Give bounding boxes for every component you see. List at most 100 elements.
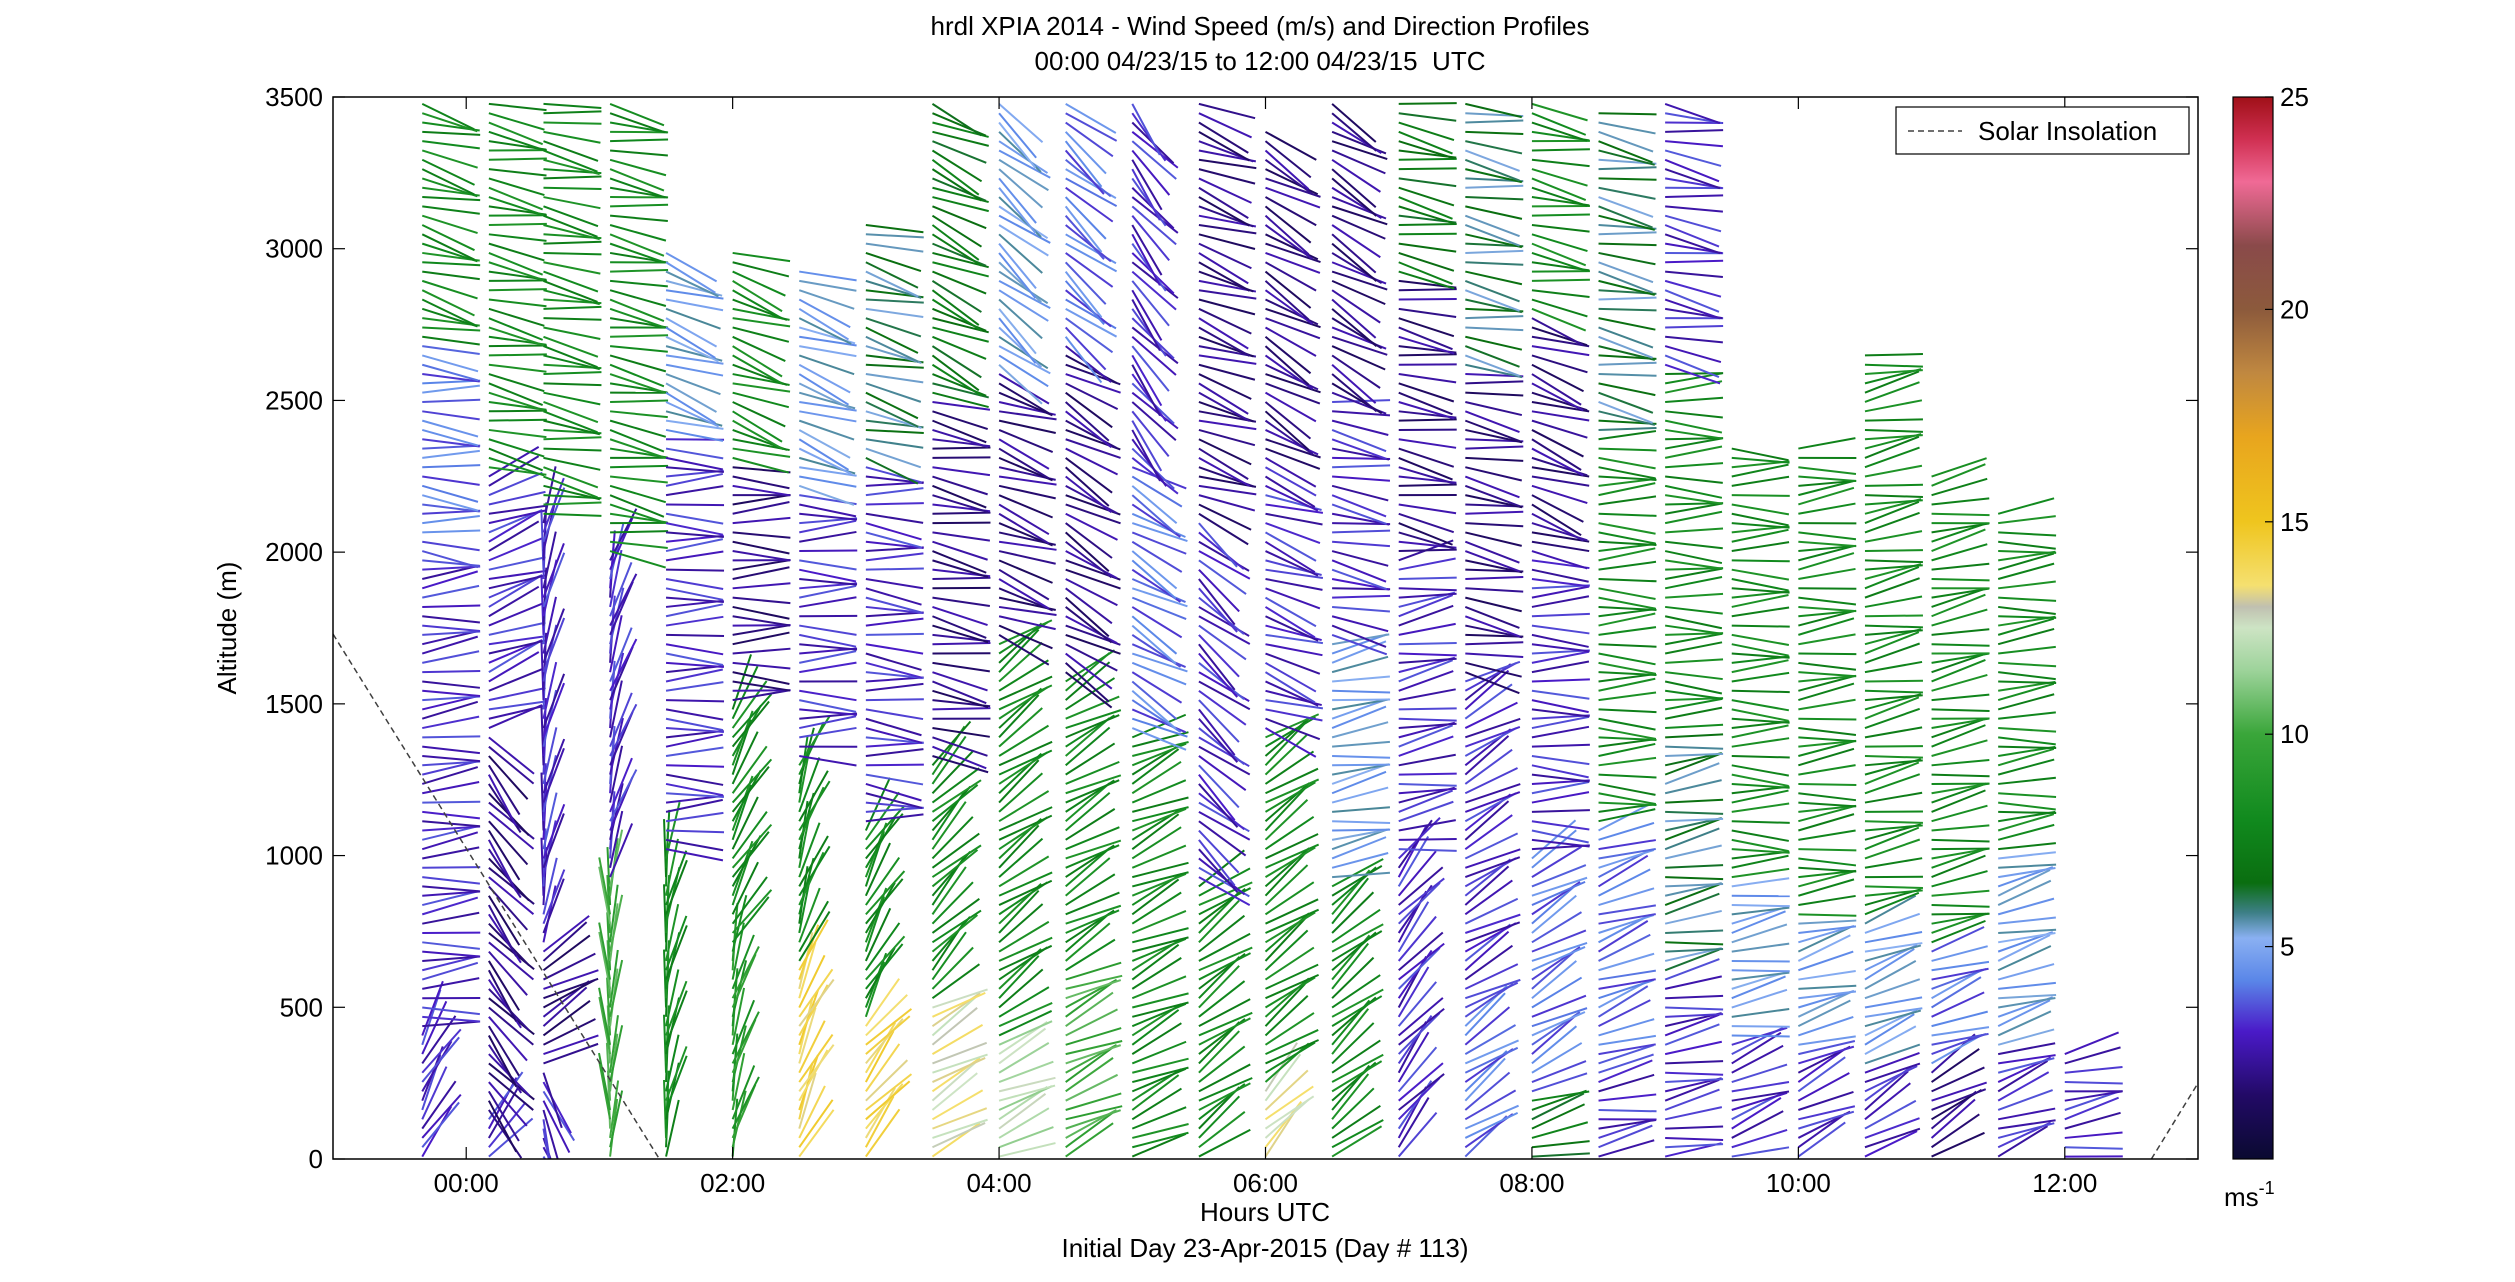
wind-vector [488,252,544,276]
wind-vector [864,817,896,869]
wind-vector [998,512,1050,545]
wind-vector [1198,317,1249,350]
wind-vector [487,774,517,827]
wind-vector [1065,974,1123,990]
wind-vector [1598,854,1649,888]
wind-vector [665,652,724,666]
wind-vector [1265,233,1319,261]
wind-vector [665,298,724,312]
wind-vector [1131,270,1177,311]
wind-vector [1531,317,1584,347]
wind-vector [998,484,1056,500]
wind-vector [1531,335,1590,348]
wind-vector [998,1041,1050,1074]
wind-vector [1998,928,2057,934]
wind-vector [610,269,669,273]
wind-vector [1598,801,1657,807]
wind-vector [422,515,480,525]
wind-vector [1065,717,1111,757]
wind-vector [542,617,566,673]
wind-vector [1465,184,1524,189]
wind-vector [1131,140,1177,180]
wind-vector [542,1081,572,1134]
wind-vector [1465,576,1524,580]
wind-vector [609,680,623,738]
wind-vector [1665,1136,1724,1141]
wind-vector [865,587,922,606]
wind-vector [1331,158,1381,193]
wind-vector [1531,475,1590,487]
wind-vector [665,401,720,428]
wind-vector [1864,694,1923,702]
wind-vector [998,494,1053,519]
wind-vector [1131,624,1177,665]
wind-vector [932,130,989,147]
wind-vector [1731,659,1789,674]
wind-vector [932,1122,986,1149]
wind-vector [609,373,666,394]
wind-vector [1331,633,1388,656]
wind-vector [1131,727,1187,751]
wind-vector [488,471,543,497]
wind-vector [1664,641,1723,655]
colorbar-tick-label: 10 [2280,719,2309,749]
wind-vector [488,950,528,996]
wind-vector [1397,966,1430,1018]
solar-insolation-segment [2150,1082,2198,1159]
wind-vector [1797,1056,1846,1093]
wind-vector [488,755,529,800]
wind-vector [1198,233,1256,250]
wind-vector [1131,177,1167,227]
wind-vector [1131,494,1177,535]
wind-vector [543,456,601,471]
wind-vector [1464,419,1520,442]
wind-vector [1198,484,1257,496]
wind-vector [732,410,783,443]
wind-vector [422,410,480,421]
wind-vector [1331,1104,1381,1139]
wind-vector [732,251,791,263]
wind-vector [1598,1093,1657,1102]
wind-vector [998,1002,1053,1028]
wind-vector [932,270,987,295]
wind-vector [1931,628,1990,636]
wind-vector [1665,194,1724,199]
wind-vector [1665,752,1724,757]
wind-vector [488,353,547,357]
wind-vector [1864,381,1920,403]
wind-vector [799,699,857,713]
x-tick-label: 10:00 [1766,1168,1831,1198]
wind-vector [931,881,974,925]
wind-vector [1465,326,1524,332]
wind-vector [1731,1090,1790,1102]
wind-vector [731,1025,747,1083]
wind-vector [1464,345,1520,368]
wind-vector [488,745,535,785]
wind-vector [799,475,857,488]
wind-vector [543,371,602,376]
wind-vector [1664,680,1723,695]
wind-vector [1265,186,1321,209]
wind-vector [865,502,924,506]
wind-vector [1131,748,1180,785]
wind-vector [1265,587,1321,610]
wind-vector [1665,929,1724,934]
wind-vector [1264,410,1310,451]
wind-vector [1598,140,1653,164]
wind-vector [1265,457,1317,488]
wind-vector [665,661,724,669]
wind-vector [1064,326,1107,371]
wind-vector [1398,447,1455,468]
wind-vector [1531,401,1590,413]
wind-vector [1798,486,1855,506]
wind-vector [665,531,724,538]
wind-vector [488,509,546,525]
y-tick-label: 3000 [265,234,323,264]
wind-vector [1198,224,1257,235]
wind-vector [1731,877,1790,888]
wind-vector [865,922,901,971]
wind-vector [1131,779,1187,804]
wind-vector [998,749,1053,776]
wind-vector [1265,317,1321,340]
wind-vector [798,1033,834,1083]
